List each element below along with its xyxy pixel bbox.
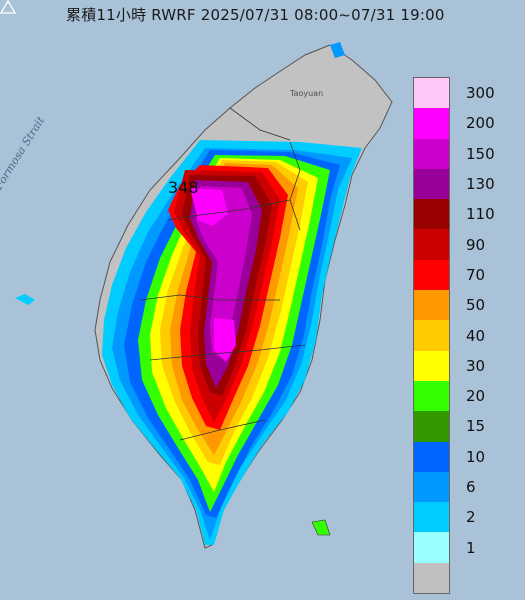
legend-swatch — [414, 138, 449, 169]
legend-swatch — [414, 502, 449, 533]
legend-label: 70 — [466, 265, 486, 284]
legend-label: 130 — [466, 175, 495, 194]
rain-150mm — [196, 186, 252, 358]
legend-label: 300 — [466, 84, 495, 103]
color-legend — [413, 77, 450, 595]
legend-swatch — [414, 532, 449, 563]
legend-swatch — [414, 229, 449, 260]
keelung-area — [330, 42, 345, 58]
legend-label: 20 — [466, 387, 486, 406]
legend-swatch — [414, 350, 449, 381]
legend-swatch — [414, 78, 449, 109]
legend-label: 30 — [466, 356, 486, 375]
legend-label: 1 — [466, 538, 476, 557]
legend-swatch — [414, 290, 449, 321]
legend-swatch — [414, 562, 449, 594]
legend-swatch — [414, 441, 449, 472]
penghu-islands — [15, 294, 35, 305]
map-title: 累積11小時 RWRF 2025/07/31 08:00~07/31 19:00 — [66, 6, 445, 24]
legend-label: 10 — [466, 447, 486, 466]
legend-swatch — [414, 108, 449, 139]
legend-swatch — [414, 411, 449, 442]
legend-label: 40 — [466, 326, 486, 345]
legend-swatch — [414, 168, 449, 200]
city-label: Taoyuan — [290, 89, 324, 98]
legend-label: 2 — [466, 508, 476, 527]
legend-swatch — [414, 320, 449, 351]
legend-swatch — [414, 199, 449, 230]
legend-swatch — [414, 471, 449, 503]
county-boundaries — [139, 107, 306, 441]
legend-swatch — [414, 380, 449, 412]
legend-label: 150 — [466, 144, 495, 163]
legend-label: 200 — [466, 114, 495, 133]
max-triangle-icon — [0, 0, 16, 14]
green-island — [311, 519, 331, 536]
legend-label: 110 — [466, 205, 495, 224]
rain-200mm — [190, 188, 236, 362]
legend-label: 6 — [466, 478, 476, 497]
legend-swatch — [414, 259, 449, 291]
max-value-label: 348 — [168, 178, 199, 197]
legend-label: 50 — [466, 296, 486, 315]
legend-label: 90 — [466, 235, 486, 254]
legend-label: 15 — [466, 417, 486, 436]
